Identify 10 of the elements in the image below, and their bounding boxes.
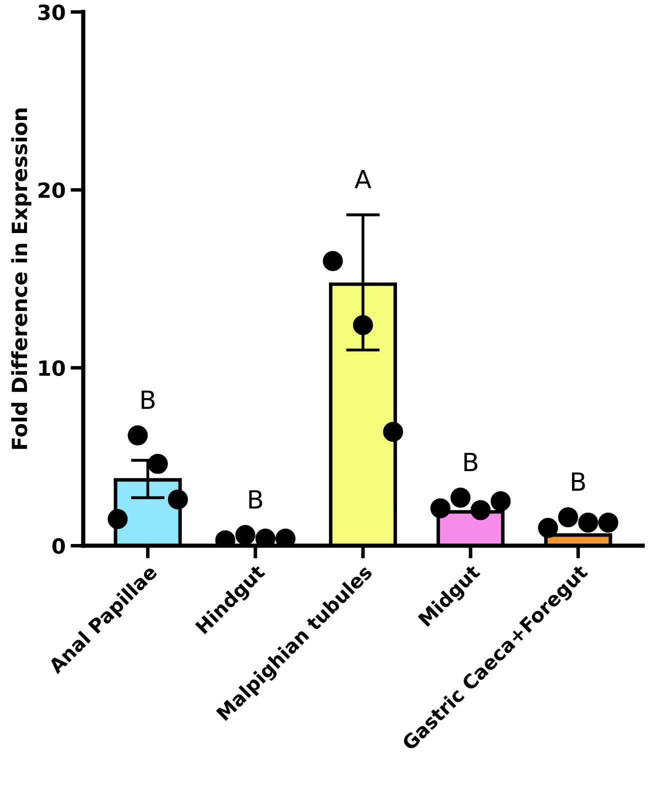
y-tick-label: 0: [52, 538, 65, 554]
annotation: A: [354, 170, 372, 188]
y-tick-label: 20: [38, 182, 65, 198]
annotation: B: [249, 490, 262, 508]
annotation: B: [572, 472, 585, 491]
y-tick-label: 30: [38, 4, 65, 20]
y-axis-title: Fold Difference in Expression: [11, 108, 32, 449]
y-tick-label: 10: [39, 360, 65, 376]
annotation: B: [464, 452, 478, 472]
annotation: B: [142, 390, 155, 409]
